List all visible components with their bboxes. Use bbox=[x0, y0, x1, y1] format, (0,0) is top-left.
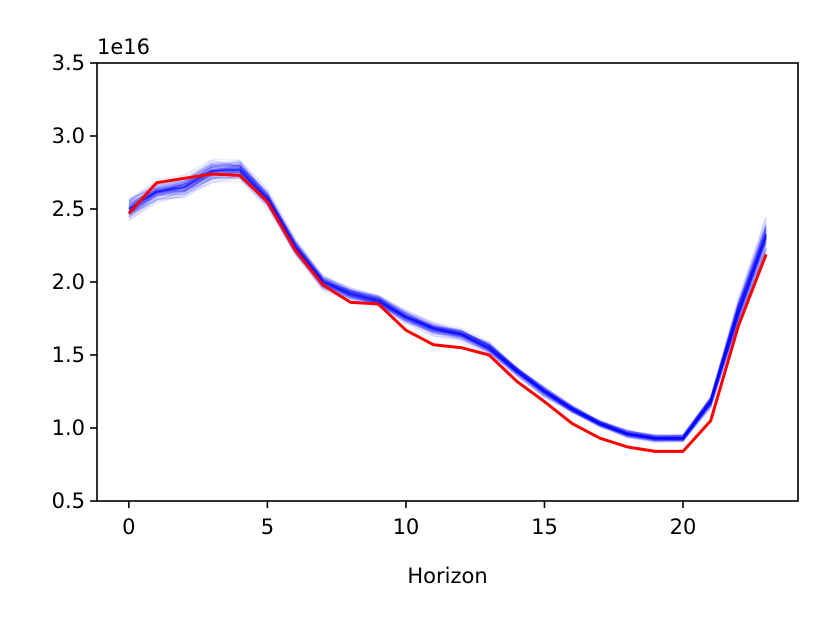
sample-line bbox=[128, 164, 767, 438]
sample-line bbox=[128, 163, 767, 438]
sample-line bbox=[128, 171, 767, 441]
sample-line bbox=[128, 159, 767, 439]
sample-line bbox=[128, 161, 767, 437]
sample-line bbox=[128, 164, 767, 437]
y-tick-label: 3.0 bbox=[52, 124, 85, 148]
sample-line bbox=[128, 160, 767, 438]
x-tick-label: 0 bbox=[122, 515, 135, 539]
sample-line bbox=[128, 176, 767, 444]
sample-line bbox=[128, 159, 767, 437]
sample-line bbox=[128, 166, 767, 438]
sample-median-line bbox=[128, 168, 768, 440]
sample-line bbox=[128, 176, 767, 442]
sample-line bbox=[128, 162, 767, 437]
sample-line bbox=[128, 163, 767, 438]
sample-line bbox=[128, 169, 767, 441]
sample-line bbox=[128, 169, 767, 441]
y-tick-label: 3.5 bbox=[52, 51, 85, 75]
y-axis: 0.5 1.0 1.5 2.0 2.5 3.0 3.5 bbox=[52, 51, 97, 513]
sample-line bbox=[128, 180, 767, 444]
actual-line bbox=[127, 172, 768, 453]
sample-line bbox=[128, 172, 767, 441]
sample-line bbox=[128, 171, 767, 442]
series-layer bbox=[127, 168, 768, 453]
sample-line bbox=[128, 171, 767, 441]
sample-line bbox=[128, 171, 767, 442]
sample-line bbox=[128, 177, 767, 442]
sample-line bbox=[128, 162, 767, 437]
y-tick-label: 0.5 bbox=[52, 489, 85, 513]
sample-line bbox=[128, 163, 767, 438]
y-tick-label: 2.5 bbox=[52, 197, 85, 221]
y-offset-text: 1e16 bbox=[97, 35, 150, 59]
sample-line bbox=[128, 176, 767, 441]
sample-line bbox=[128, 176, 767, 443]
sample-line bbox=[128, 161, 767, 436]
sample-line bbox=[128, 159, 767, 438]
sample-line bbox=[128, 174, 767, 442]
sample-line bbox=[128, 158, 767, 436]
sample-line bbox=[128, 163, 767, 438]
sample-line bbox=[128, 164, 767, 439]
x-axis: 0 5 10 15 20 bbox=[122, 501, 696, 539]
x-tick-label: 15 bbox=[531, 515, 558, 539]
y-tick-label: 2.0 bbox=[52, 270, 85, 294]
x-axis-label: Horizon bbox=[407, 564, 487, 588]
y-tick-label: 1.5 bbox=[52, 343, 85, 367]
sample-line bbox=[128, 175, 767, 442]
sample-line bbox=[128, 160, 767, 438]
x-tick-label: 5 bbox=[261, 515, 274, 539]
sample-line bbox=[128, 177, 767, 442]
y-tick-label: 1.0 bbox=[52, 416, 85, 440]
sample-line bbox=[128, 162, 767, 437]
x-tick-label: 10 bbox=[393, 515, 420, 539]
x-tick-label: 20 bbox=[670, 515, 697, 539]
sample-line bbox=[128, 160, 767, 438]
